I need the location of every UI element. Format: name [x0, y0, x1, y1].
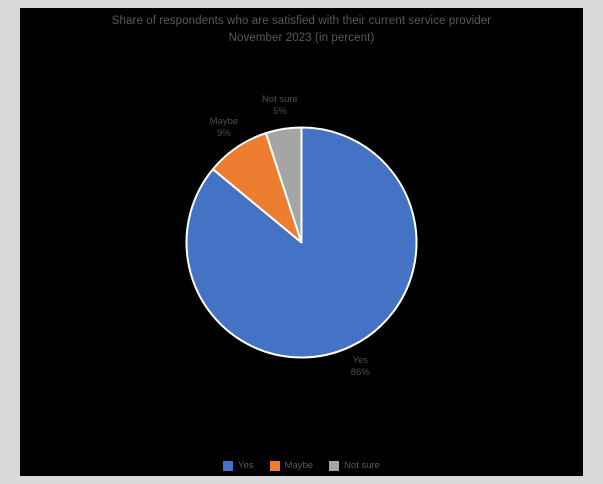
legend-swatch-icon: [269, 460, 280, 471]
slice-label-maybe: Maybe 9%: [209, 116, 239, 140]
legend-swatch-icon: [329, 460, 340, 471]
legend-item-not-sure[interactable]: Not sure: [329, 460, 380, 471]
legend-item-yes[interactable]: Yes: [223, 460, 254, 471]
chart-title-line1: Share of respondents who are satisfied w…: [111, 15, 492, 27]
legend-label: Maybe: [284, 460, 314, 471]
legend-label: Yes: [238, 460, 254, 471]
chart-title-line2: November 2023 (in percent): [228, 32, 375, 45]
chart-legend: Yes Maybe Not sure: [0, 460, 603, 471]
pie-slice-yes[interactable]: [185, 126, 418, 359]
pie-slice-not-sure[interactable]: [264, 126, 303, 244]
legend-label: Not sure: [344, 460, 380, 471]
pie-chart: [146, 87, 457, 398]
slice-label-not-sure: Not sure 5%: [261, 94, 298, 118]
slice-label-yes: Yes 86%: [350, 355, 370, 379]
pie-svg: [185, 126, 418, 359]
legend-item-maybe[interactable]: Maybe: [269, 460, 314, 471]
legend-swatch-icon: [223, 460, 234, 471]
chart-title: Share of respondents who are satisfied w…: [0, 13, 603, 48]
